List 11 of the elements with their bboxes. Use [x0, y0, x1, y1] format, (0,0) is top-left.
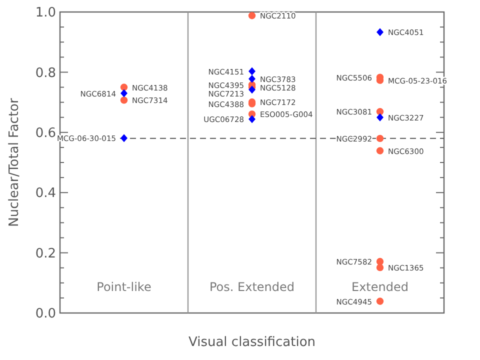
x-tick-label: Extended [352, 280, 408, 294]
x-axis-title: Visual classification [188, 335, 316, 350]
y-tick-label: 1.0 [35, 6, 56, 21]
y-tick-label: 0.0 [35, 306, 56, 322]
y-tick-label: 0.8 [35, 66, 56, 81]
x-tick-label: Pos. Extended [209, 280, 295, 294]
y-axis-title: Nuclear/Total Factor [7, 98, 22, 227]
x-tick-label: Point-like [96, 280, 152, 294]
y-tick-label: 0.6 [35, 126, 56, 141]
y-tick-label: 0.4 [35, 186, 56, 202]
y-tick-label: 0.2 [35, 246, 56, 262]
